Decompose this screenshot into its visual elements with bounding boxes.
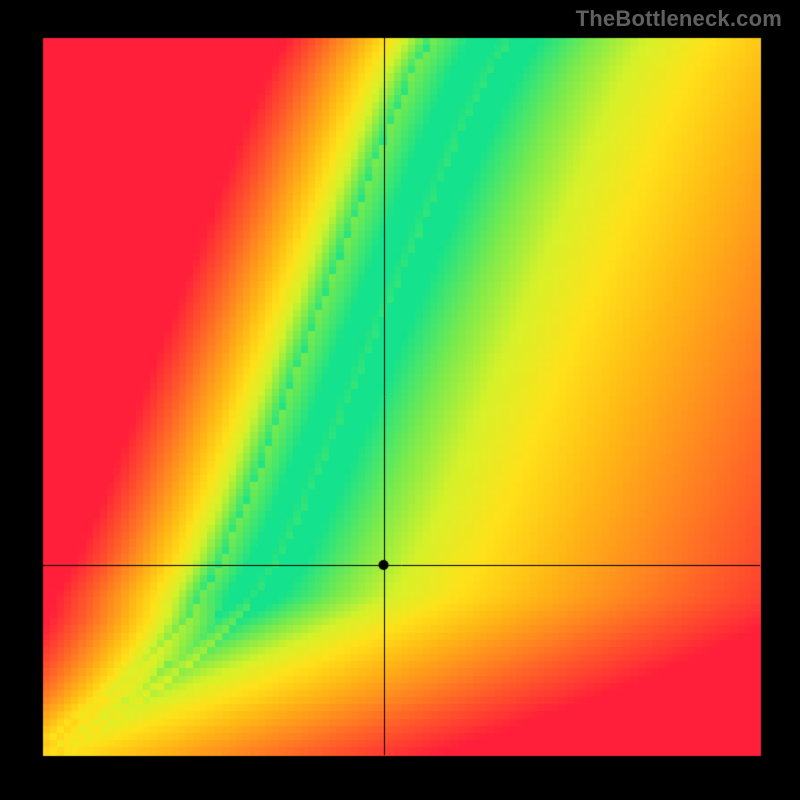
heatmap-canvas	[0, 0, 800, 800]
watermark-text: TheBottleneck.com	[576, 6, 782, 32]
chart-container: TheBottleneck.com	[0, 0, 800, 800]
